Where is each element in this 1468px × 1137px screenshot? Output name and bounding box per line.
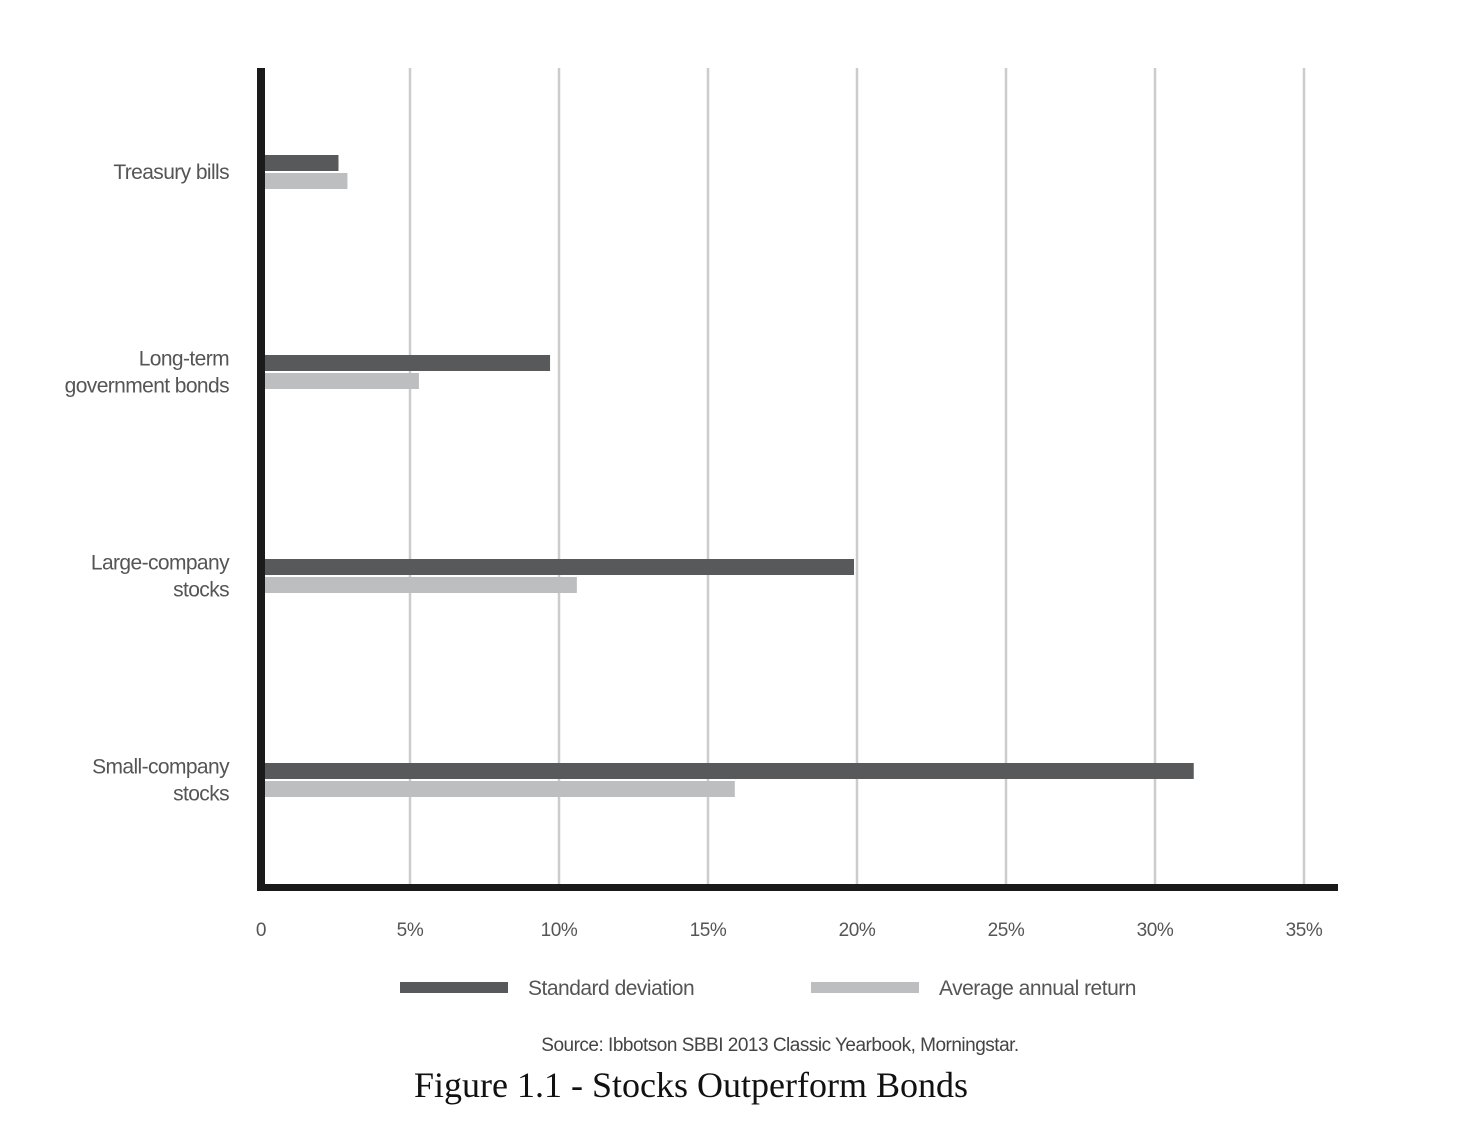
- bar-average-annual-return: [265, 577, 577, 593]
- bar-average-annual-return: [265, 781, 735, 797]
- category-label: stocks: [173, 783, 229, 806]
- category-label: Large-company: [91, 552, 230, 575]
- x-tick-label: 15%: [690, 920, 727, 941]
- bar-standard-deviation: [265, 763, 1194, 779]
- legend-label-standard-deviation: Standard deviation: [528, 977, 694, 1000]
- x-tick-label: 5%: [397, 920, 424, 941]
- category-label: stocks: [173, 579, 229, 602]
- bars: [265, 155, 1194, 797]
- x-tick-label: 0: [256, 920, 266, 941]
- legend-label-average-annual-return: Average annual return: [939, 977, 1136, 1000]
- gridlines: [408, 68, 1306, 886]
- legend-swatch-standard-deviation: [400, 982, 508, 993]
- x-axis-line: [257, 884, 1338, 891]
- category-label: government bonds: [65, 375, 229, 398]
- legend: Standard deviation Average annual return: [400, 977, 1136, 1000]
- category-label: Long-term: [139, 348, 229, 371]
- bar-standard-deviation: [265, 355, 551, 371]
- x-tick-label: 10%: [541, 920, 578, 941]
- x-tick-label: 20%: [839, 920, 876, 941]
- category-label: Treasury bills: [113, 161, 229, 184]
- x-tick-label: 25%: [988, 920, 1025, 941]
- bar-average-annual-return: [265, 373, 419, 389]
- x-tick-label: 30%: [1137, 920, 1174, 941]
- axes: [257, 68, 1338, 891]
- bar-average-annual-return: [265, 173, 348, 189]
- figure-caption: Figure 1.1 - Stocks Outperform Bonds: [414, 1065, 968, 1105]
- source-note: Source: Ibbotson SBBI 2013 Classic Yearb…: [541, 1035, 1018, 1056]
- category-labels: Treasury bills Long-term government bonds L…: [65, 161, 231, 806]
- bar-standard-deviation: [265, 559, 855, 575]
- legend-swatch-average-annual-return: [811, 982, 919, 993]
- category-label: Small-company: [92, 756, 230, 779]
- bar-standard-deviation: [265, 155, 339, 171]
- x-tick-labels: 0 5% 10% 15% 20% 25% 30% 35%: [256, 920, 1323, 941]
- x-tick-label: 35%: [1286, 920, 1323, 941]
- y-axis-line: [257, 68, 265, 890]
